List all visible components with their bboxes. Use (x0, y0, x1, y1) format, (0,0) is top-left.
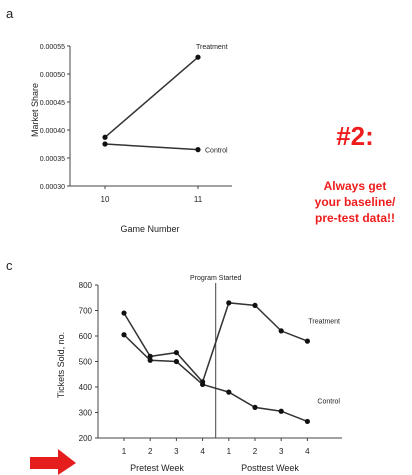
panel-c-series-label-treatment: Treatment (308, 318, 340, 325)
panel-c-ylabel: Tickets Sold, no. (56, 332, 66, 398)
panel-a: a Market Share Game Number 0.00030 0.0003… (6, 6, 232, 234)
panel-a-ytick-label: 0.00055 (40, 44, 65, 51)
panel-c-series-control-posttest (202, 383, 308, 423)
panel-c-program-start-label: Program Started (190, 275, 241, 282)
panel-a-xtick-label: 11 (194, 195, 203, 204)
panel-c-group-label-pretest: Pretest Week (130, 463, 184, 473)
panel-a-label: a (6, 6, 14, 21)
panel-c-xtick-label: 1 (122, 447, 127, 456)
panel-c-point-control (278, 408, 284, 414)
panel-a-series-control (104, 143, 199, 151)
annotation-heading: #2: (336, 121, 374, 151)
panel-a-xlabel: Game Number (120, 224, 179, 234)
panel-a-series-treatment (104, 56, 199, 138)
panel-c-point-treatment (278, 328, 284, 334)
annotation: #2: Always get your baseline/ pre-test d… (315, 121, 396, 225)
panel-c-ytick-label: 200 (79, 434, 93, 443)
panel-c-point-treatment (252, 302, 258, 308)
panel-c-ytick-label: 300 (79, 409, 93, 418)
panel-c-ytick-label: 600 (79, 332, 93, 341)
panel-c-ytick-label: 400 (79, 383, 93, 392)
panel-c-series-treatment-pretest (123, 312, 204, 383)
panel-c-point-control (147, 357, 153, 363)
panel-c-group-label-posttest: Posttest Week (241, 463, 299, 473)
panel-c-point-treatment (304, 338, 310, 344)
annotation-line-1: Always get (324, 179, 387, 193)
panel-c-point-control (226, 389, 232, 395)
panel-c-point-control (200, 381, 206, 388)
panel-c-point-control (304, 418, 310, 425)
panel-c-xtick-label: 1 (227, 447, 232, 456)
panel-a-ylabel: Market Share (30, 83, 40, 137)
panel-a-xtick-label: 10 (101, 195, 110, 204)
panel-c-label: c (6, 258, 13, 273)
panel-c-xtick-label: 4 (200, 447, 205, 456)
panel-c-point-control (173, 358, 179, 365)
panel-c-ytick-label: 500 (79, 358, 93, 367)
panel-c-ytick-label: 800 (79, 281, 93, 290)
panel-a-series-label-control: Control (205, 148, 228, 155)
panel-c-point-treatment (173, 349, 179, 356)
annotation-line-3: pre-test data!! (315, 211, 395, 225)
panel-c-point-control (121, 332, 127, 338)
annotation-line-2: your baseline/ (315, 195, 396, 209)
panel-a-point-control (195, 147, 201, 153)
panel-c-series-treatment-posttest (201, 302, 308, 383)
panel-a-ytick-label: 0.00035 (40, 156, 65, 163)
panel-a-ytick-label: 0.00030 (40, 184, 65, 191)
panel-a-series-label-treatment: Treatment (196, 44, 228, 51)
panel-c: c Tickets Sold, no. Pretest Week Posttes… (6, 258, 342, 473)
panel-a-point-control (102, 141, 108, 147)
panel-c-xtick-label: 2 (148, 447, 153, 456)
panel-c-point-treatment (226, 300, 232, 306)
panel-a-point-treatment (102, 134, 108, 140)
panel-c-point-control (252, 404, 258, 410)
panel-c-series-control-pretest (123, 334, 204, 386)
panel-a-ytick-label: 0.00050 (40, 72, 65, 79)
panel-a-point-treatment (195, 54, 201, 60)
panel-c-series-label-control: Control (317, 399, 340, 406)
panel-c-xtick-label: 3 (279, 447, 284, 456)
panel-c-xtick-label: 3 (174, 447, 179, 456)
panel-c-ytick-label: 700 (79, 307, 93, 316)
panel-c-point-treatment (147, 353, 153, 359)
panel-c-xtick-label: 2 (253, 447, 258, 456)
panel-a-ytick-label: 0.00040 (40, 128, 65, 135)
panel-a-ytick-label: 0.00045 (40, 100, 65, 107)
panel-c-xtick-label: 4 (305, 447, 310, 456)
panel-c-point-treatment (121, 310, 127, 316)
red-arrow-icon (30, 449, 76, 475)
